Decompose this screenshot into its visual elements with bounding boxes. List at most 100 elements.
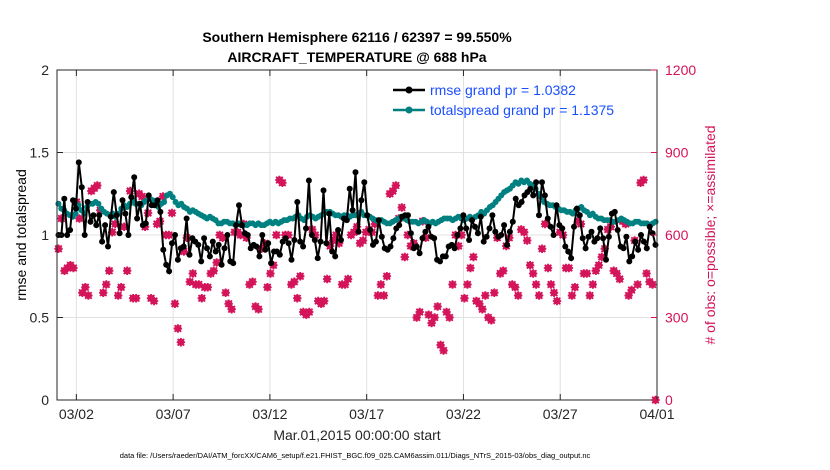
- rmse-point: [201, 235, 208, 242]
- obs-assimilated-marker: [391, 181, 401, 190]
- rmse-point: [352, 169, 359, 176]
- obs-assimilated-marker: [448, 280, 457, 289]
- obs-assimilated-marker: [627, 285, 636, 295]
- rmse-point: [349, 207, 356, 214]
- obs-assimilated-marker: [185, 277, 195, 286]
- rmse-point: [358, 197, 365, 204]
- rmse-point: [305, 177, 312, 184]
- obs-assimilated-marker: [588, 280, 598, 289]
- obs-assimilated-marker: [469, 252, 478, 262]
- rmse-point: [314, 255, 321, 262]
- obs-assimilated-marker: [382, 272, 392, 281]
- obs-assimilated-marker: [591, 266, 601, 275]
- rmse-point: [372, 238, 379, 245]
- rmse-point: [282, 235, 289, 242]
- rmse-point: [506, 228, 513, 235]
- rmse-point: [361, 179, 368, 186]
- rmse-point: [603, 256, 609, 263]
- spread-point: [161, 199, 168, 205]
- rmse-point: [419, 235, 426, 242]
- rmse-point: [539, 179, 545, 186]
- rmse-point: [431, 235, 438, 242]
- obs-assimilated-marker: [349, 228, 359, 237]
- rmse-point: [300, 243, 307, 250]
- rmse-point: [209, 238, 216, 245]
- obs-assimilated-marker: [570, 283, 580, 292]
- rmse-point: [64, 232, 71, 238]
- rmse-point: [294, 199, 301, 205]
- rmse-point: [338, 237, 344, 243]
- obs-assimilated-marker: [528, 269, 538, 278]
- rmse-point: [646, 223, 653, 230]
- obs-assimilated-marker: [525, 261, 535, 270]
- rmse-point: [407, 230, 414, 237]
- obs-assimilated-marker: [84, 291, 93, 300]
- obs-assimilated-marker: [111, 219, 120, 229]
- rmse-point: [390, 235, 397, 242]
- rmse-point: [346, 185, 353, 192]
- spread-point: [169, 194, 176, 201]
- rmse-point: [451, 245, 458, 252]
- y-tick-label: 2: [41, 62, 49, 78]
- obs-assimilated-marker: [93, 181, 102, 190]
- legend-rmse-marker: [405, 86, 413, 94]
- rmse-point: [236, 202, 242, 209]
- obs-assimilated-marker: [119, 222, 129, 231]
- tick-marks: [57, 69, 658, 401]
- rmse-point: [186, 251, 193, 258]
- obs-assimilated-marker: [227, 305, 236, 314]
- obs-assimilated-marker: [78, 288, 87, 297]
- rmse-point: [364, 212, 371, 219]
- rmse-point: [588, 228, 595, 235]
- rmse-point: [105, 243, 111, 250]
- rmse-point: [576, 212, 583, 219]
- obs-assimilated-marker: [158, 192, 168, 201]
- rmse-point: [594, 235, 601, 242]
- rmse-point: [474, 230, 481, 237]
- obs-assimilated-marker: [430, 313, 439, 322]
- obs-assimilated-marker: [155, 217, 165, 226]
- obs-assimilated-marker: [543, 263, 553, 273]
- rmse-point: [303, 225, 309, 232]
- rmse-point: [113, 212, 120, 219]
- obs-assimilated-marker: [257, 244, 266, 253]
- rmse-point: [469, 217, 475, 224]
- rmse-point: [259, 232, 266, 238]
- obs-assimilated-marker: [564, 263, 574, 273]
- obs-assimilated-marker: [293, 294, 302, 303]
- rmse-point: [405, 212, 411, 219]
- rmse-point: [579, 235, 586, 242]
- obs-assimilated-marker: [487, 316, 496, 325]
- rmse-point: [320, 187, 327, 194]
- obs-assimilated-marker: [331, 230, 341, 240]
- chart-title-line-2: AIRCRAFT_TEMPERATURE @ 688 hPa: [227, 49, 486, 65]
- obs-assimilated-marker: [254, 305, 263, 314]
- rmse-point: [544, 215, 551, 222]
- obs-assimilated-marker: [648, 280, 657, 289]
- obs-assimilated-marker: [242, 233, 251, 242]
- obs-assimilated-marker: [379, 291, 389, 300]
- obs-assimilated-marker: [460, 294, 469, 303]
- rmse-point: [256, 253, 263, 260]
- legend: rmse grand pr = 1.0382 totalspread grand…: [393, 82, 614, 118]
- obs-assimilated-marker: [224, 299, 233, 308]
- rmse-point: [611, 208, 618, 215]
- rmse-point: [291, 237, 298, 243]
- obs-assimilated-marker: [272, 230, 281, 240]
- rmse-point: [128, 194, 135, 201]
- rmse-point: [600, 235, 607, 242]
- obs-assimilated-marker: [266, 269, 275, 278]
- rmse-point: [151, 202, 158, 209]
- obs-assimilated-marker: [81, 283, 90, 292]
- obs-assimilated-marker: [322, 274, 332, 284]
- rmse-point: [536, 212, 542, 219]
- obs-assimilated-marker: [102, 280, 111, 289]
- legend-spread-label: totalspread grand pr = 1.1375: [430, 102, 614, 118]
- obs-assimilated-marker: [182, 233, 192, 242]
- rmse-point: [297, 238, 304, 245]
- obs-assimilated-marker: [481, 291, 490, 300]
- obs-assimilated-marker: [376, 280, 386, 289]
- obs-assimilated-marker: [137, 192, 147, 201]
- obs-assimilated-marker: [511, 283, 520, 292]
